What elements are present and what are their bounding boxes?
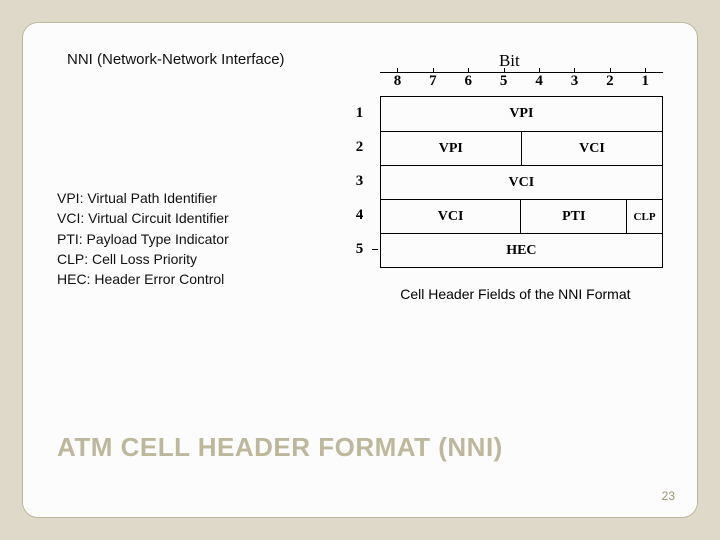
field-vci: VCI [381,200,521,233]
def-vci: VCI: Virtual Circuit Identifier [57,208,336,228]
field-vci: VCI [381,166,662,199]
bit-num: 1 [628,72,663,90]
definitions-list: VPI: Virtual Path Identifier VCI: Virtua… [57,188,336,289]
bit-num: 4 [521,72,556,90]
header-diagram: Bit 8 7 6 5 4 3 2 1 1 2 3 4 [356,51,663,302]
bit-num: 2 [592,72,627,90]
page-number: 23 [662,489,675,503]
grid-body: VPI VPI VCI VCI VCI PTI CLP [380,96,663,268]
byte-row-2: VPI VCI [381,131,662,165]
bit-num: 7 [415,72,450,90]
byte-row-1: VPI [381,97,662,131]
byte-num: 4 [356,198,380,232]
field-clp: CLP [626,200,662,233]
byte-num: 5 [356,232,380,266]
bit-num: 8 [380,72,415,90]
field-vpi: VPI [381,132,521,165]
byte-grid: 1 2 3 4 5 VPI VPI VCI [356,96,663,268]
byte-row-5: HEC [381,233,662,267]
right-column: Bit 8 7 6 5 4 3 2 1 1 2 3 4 [356,51,663,302]
diagram-caption: Cell Header Fields of the NNI Format [368,286,663,302]
def-clp: CLP: Cell Loss Priority [57,249,336,269]
left-column: NNI (Network-Network Interface) VPI: Vir… [57,51,336,302]
byte-row-3: VCI [381,165,662,199]
bit-num: 3 [557,72,592,90]
byte-numbers-col: 1 2 3 4 5 [356,96,380,268]
bit-num: 6 [451,72,486,90]
field-pti: PTI [520,200,626,233]
byte-num: 1 [356,96,380,130]
field-hec: HEC [381,234,662,267]
def-hec: HEC: Header Error Control [57,269,336,289]
byte-num: 2 [356,130,380,164]
def-pti: PTI: Payload Type Indicator [57,229,336,249]
def-vpi: VPI: Virtual Path Identifier [57,188,336,208]
content-columns: NNI (Network-Network Interface) VPI: Vir… [57,51,663,302]
bit-num: 5 [486,72,521,90]
field-vci: VCI [521,132,662,165]
byte-row-4: VCI PTI CLP [381,199,662,233]
page-title: ATM CELL HEADER FORMAT (NNI) [57,432,503,463]
subtitle: NNI (Network-Network Interface) [67,51,336,68]
bit-axis-label: Bit [356,51,663,71]
byte-num: 3 [356,164,380,198]
slide-frame: NNI (Network-Network Interface) VPI: Vir… [22,22,698,518]
field-vpi: VPI [381,97,662,131]
bit-numbers-row: 8 7 6 5 4 3 2 1 [380,72,663,90]
